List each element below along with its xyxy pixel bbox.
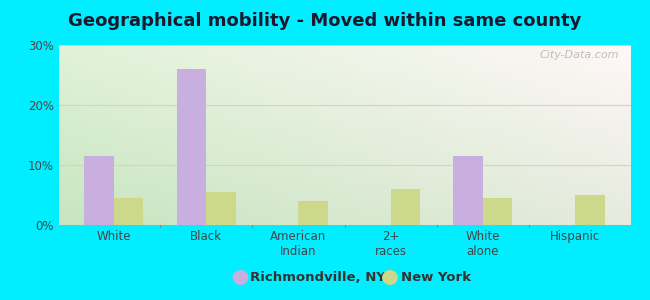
- Bar: [206, 192, 236, 225]
- Bar: [391, 189, 420, 225]
- Bar: [575, 195, 604, 225]
- Bar: [177, 69, 206, 225]
- Bar: [84, 156, 114, 225]
- Bar: [483, 198, 512, 225]
- Bar: [114, 198, 144, 225]
- Text: Geographical mobility - Moved within same county: Geographical mobility - Moved within sam…: [68, 12, 582, 30]
- Bar: [298, 201, 328, 225]
- Bar: [453, 156, 483, 225]
- Text: City-Data.com: City-Data.com: [540, 50, 619, 60]
- Text: New York: New York: [401, 271, 471, 284]
- Text: Richmondville, NY: Richmondville, NY: [250, 271, 386, 284]
